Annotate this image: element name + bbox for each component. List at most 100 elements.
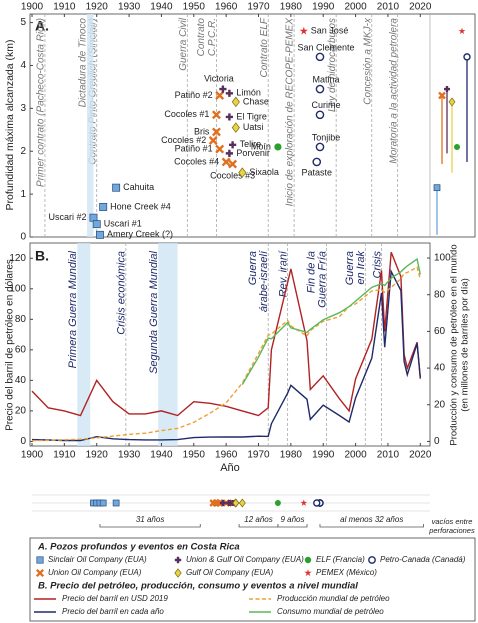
y-tick-label: 2 (20, 146, 26, 157)
marker (274, 500, 281, 506)
point-label: Cocoles #3 (210, 170, 255, 180)
y-tick-label: 120 (9, 253, 26, 264)
point-label: Uscari #2 (48, 212, 86, 222)
legend-title: B. Precio del petróleo, producción, cons… (38, 581, 358, 592)
event-label: Rev. iraní (278, 250, 290, 297)
point-label: Matina (312, 74, 339, 84)
marker (225, 89, 233, 97)
marker (96, 230, 104, 239)
y-tick-label: 1 (20, 189, 26, 200)
marker (228, 159, 238, 169)
x-tick-label: 1950 (183, 2, 206, 13)
panel-label: B. (35, 248, 49, 264)
marker (219, 500, 226, 506)
y2-tick-label: 40 (434, 363, 446, 374)
legend-label: Precio del barril en USD 2019 (62, 594, 168, 603)
event-label: Concesión a MKJ-x (362, 17, 373, 105)
point-label: Porvenir (236, 148, 270, 158)
point-label: San Clemente (297, 42, 354, 52)
y-axis-title: Profundidad máxima alcanzada (km) (4, 40, 16, 211)
point-label: Sixaola (249, 167, 279, 177)
x-tick-label: 1940 (150, 2, 173, 13)
event-label: C.P.C.R. (207, 18, 218, 56)
event-band (77, 243, 91, 446)
point-label: Uscari #1 (104, 219, 142, 229)
marker (238, 498, 246, 508)
y-tick-label: 3 (20, 103, 26, 114)
y-tick-label: 60 (15, 344, 27, 355)
legend-label: ELF (Francia) (316, 555, 365, 564)
point-label: San José (311, 26, 349, 36)
y2-tick-label: 0 (434, 436, 440, 447)
marker (215, 499, 224, 507)
marker (315, 52, 325, 62)
marker (35, 568, 45, 578)
panel-a-frame (29, 13, 476, 238)
gap-bracket (277, 524, 308, 528)
point-label: Limón (236, 88, 261, 98)
series-line (31, 269, 421, 442)
marker (221, 157, 231, 167)
x-tick-label: 1930 (118, 2, 141, 13)
x-tick-label: 1950 (183, 450, 206, 461)
point-label: Curime (311, 100, 340, 110)
marker (312, 157, 322, 167)
gap-label: 9 años (280, 515, 304, 524)
legend-label: Producción mundial de petróleo (277, 594, 390, 603)
panel-label: A. (35, 18, 49, 34)
legend-label: Union Oil Company (EUA) (48, 568, 142, 577)
marker (463, 53, 471, 61)
event-label: Inicio de exploración de RECOPE-PEMEX (285, 18, 296, 207)
marker (112, 183, 121, 192)
gap-bracket (238, 524, 279, 528)
legend-frame (29, 537, 476, 622)
marker (174, 556, 182, 564)
event-label: Guerra (247, 251, 259, 285)
event-label: Fin de la (305, 251, 317, 293)
y-tick-label: 0 (20, 436, 26, 447)
marker (368, 556, 376, 564)
x-tick-label: 1940 (150, 450, 173, 461)
event-label: árabe-israelí (258, 250, 270, 312)
y-tick-label: 20 (15, 406, 27, 417)
marker (304, 556, 312, 564)
event-label: Guerra Civil (178, 17, 189, 71)
point-label: Chase (243, 96, 269, 106)
event-label: Moratoria a la actividad petrolera (388, 18, 399, 164)
point-label: Moín (251, 141, 271, 151)
marker (231, 122, 240, 133)
x-tick-label: 1910 (53, 2, 76, 13)
x-tick-label: 1910 (53, 450, 76, 461)
x-tick-label: 2020 (409, 450, 432, 461)
point-label: Hone Creek #4 (110, 201, 171, 211)
marker (208, 136, 218, 145)
x-tick-label: 2020 (409, 2, 432, 13)
event-label: Crisis económica (116, 251, 128, 335)
gap-bracket (319, 524, 424, 528)
x-tick-label: 1970 (247, 450, 270, 461)
point-label: Patiño #2 (175, 90, 213, 100)
marker (211, 127, 221, 137)
legend-title: A. Pozos profundos y eventos en Costa Ri… (37, 542, 240, 553)
marker (433, 184, 441, 192)
legend-label: Petro-Canada (Canadá) (380, 555, 466, 564)
marker (454, 143, 460, 150)
event-label: Crisis (371, 251, 383, 279)
point-label: Cocoles #2 (161, 135, 206, 145)
timeline-note: vacíos entre (432, 517, 473, 526)
marker (99, 203, 108, 211)
marker (226, 500, 233, 506)
marker (36, 556, 44, 564)
marker (313, 499, 321, 507)
event-label: Segunda Guerra Mundial (148, 250, 160, 373)
y2-tick-label: 100 (434, 253, 451, 264)
legend-label: Gulf Oil Company (EUA) (186, 568, 273, 577)
y-tick-label: 5 (20, 17, 26, 28)
marker (315, 142, 325, 152)
point-label: El Tigre (236, 111, 267, 121)
event-band (158, 243, 178, 446)
point-label: Victoria (204, 73, 234, 83)
point-label: Cocoles #1 (164, 109, 209, 119)
y2-axis-title: (en millones de barriles por día) (460, 278, 471, 412)
point-label: Cahuita (123, 182, 154, 192)
